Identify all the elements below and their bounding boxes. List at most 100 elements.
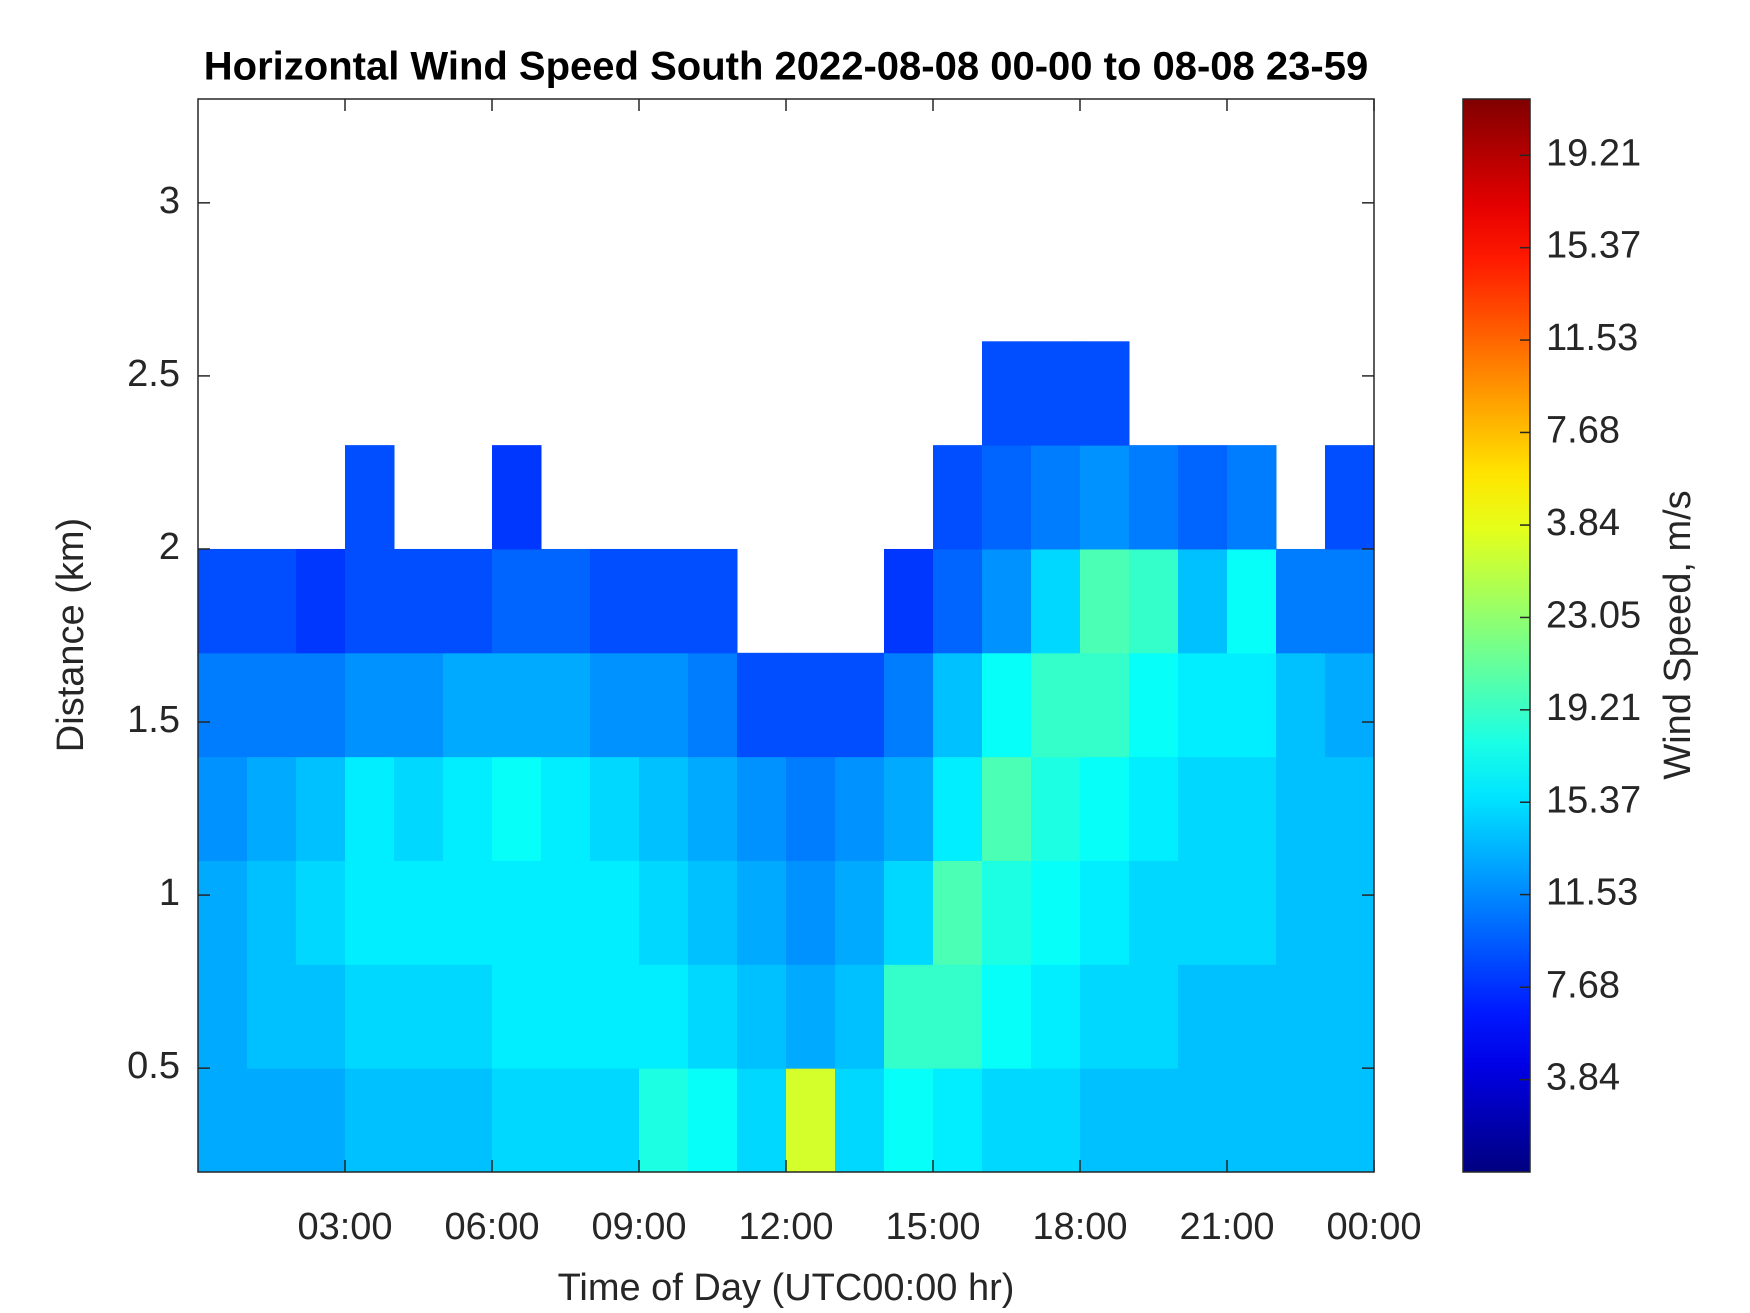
heatmap-cell: [590, 756, 640, 861]
heatmap-cell: [394, 964, 444, 1069]
colorbar-tick-label: 11.53: [1546, 872, 1638, 914]
heatmap-cell: [492, 860, 542, 965]
y-tick-label: 2: [159, 526, 180, 568]
heatmap-cell: [1129, 1068, 1179, 1173]
heatmap-cell: [1325, 1068, 1375, 1173]
heatmap-cell: [933, 445, 983, 550]
heatmap-cell: [345, 652, 395, 758]
heatmap-cell: [982, 341, 1032, 446]
heatmap-cell: [1227, 445, 1277, 550]
heatmap-cell: [345, 445, 395, 550]
x-tick-label: 21:00: [1179, 1206, 1274, 1248]
heatmap-cell: [1276, 756, 1326, 861]
heatmap-cell: [296, 860, 346, 965]
x-tick-label: 12:00: [738, 1206, 833, 1248]
heatmap-cell: [198, 548, 248, 654]
heatmap-cell: [1325, 548, 1375, 654]
heatmap-cell: [247, 1068, 297, 1173]
heatmap-cell: [982, 445, 1032, 550]
heatmap-cell: [1227, 1068, 1277, 1173]
heatmap-cell: [541, 756, 591, 861]
heatmap-cell: [835, 964, 885, 1069]
heatmap-cell: [198, 860, 248, 965]
x-tick-label: 03:00: [297, 1206, 392, 1248]
heatmap-cell: [345, 548, 395, 654]
heatmap-cell: [786, 964, 836, 1069]
heatmap-cell: [198, 652, 248, 758]
heatmap-cell: [639, 964, 689, 1069]
colorbar-tick-label: 19.21: [1546, 687, 1641, 729]
heatmap-cell: [541, 860, 591, 965]
heatmap-cell: [933, 860, 983, 965]
heatmap-cell: [737, 1068, 787, 1173]
x-axis-label: Time of Day (UTC00:00 hr): [558, 1267, 1015, 1309]
heatmap-cell: [737, 964, 787, 1069]
heatmap-cell: [982, 756, 1032, 861]
heatmap-cell: [1129, 756, 1179, 861]
heatmap-cell: [590, 548, 640, 654]
heatmap-cell: [1080, 341, 1130, 446]
heatmap-cell: [737, 860, 787, 965]
heatmap-cell: [688, 548, 738, 654]
y-tick-label: 0.5: [127, 1045, 180, 1087]
heatmap-cell: [443, 652, 493, 758]
chart-title: Horizontal Wind Speed South 2022-08-08 0…: [204, 45, 1368, 89]
y-tick-label: 1: [159, 872, 180, 914]
colorbar-scale: [1462, 98, 1531, 1173]
colorbar-tick-label: 3.84: [1546, 1057, 1620, 1099]
heatmap-cell: [443, 964, 493, 1069]
heatmap-cell: [1129, 445, 1179, 550]
heatmap-cell: [1031, 756, 1081, 861]
heatmap-cell: [1325, 652, 1375, 758]
x-tick-label: 09:00: [591, 1206, 686, 1248]
heatmap-cell: [345, 964, 395, 1069]
heatmap-cell: [492, 445, 542, 550]
heatmap-cell: [443, 548, 493, 654]
heatmap-cell: [884, 860, 934, 965]
heatmap-cell: [345, 860, 395, 965]
y-tick-label: 3: [159, 180, 180, 222]
heatmap-cell: [541, 1068, 591, 1173]
heatmap-cell: [198, 964, 248, 1069]
heatmap-cell: [296, 964, 346, 1069]
colorbar-tick-label: 23.05: [1546, 594, 1641, 636]
heatmap-cell: [296, 756, 346, 861]
heatmap-cell: [345, 1068, 395, 1173]
heatmap-cell: [492, 756, 542, 861]
colorbar-tick-label: 15.37: [1546, 225, 1641, 267]
heatmap-cell: [639, 860, 689, 965]
y-tick-label: 1.5: [127, 699, 180, 741]
heatmap-cell: [247, 756, 297, 861]
heatmap-cell: [198, 1068, 248, 1173]
heatmap-cell: [1080, 445, 1130, 550]
heatmap-cell: [1276, 964, 1326, 1069]
x-tick-label: 15:00: [885, 1206, 980, 1248]
heatmap-cell: [1031, 964, 1081, 1069]
heatmap-cell: [1325, 756, 1375, 861]
heatmap-cell: [1031, 860, 1081, 965]
heatmap-cell: [639, 1068, 689, 1173]
colorbar-tick-label: 7.68: [1546, 964, 1620, 1006]
x-tick-label: 18:00: [1032, 1206, 1127, 1248]
heatmap-cell: [737, 756, 787, 861]
heatmap-cell: [688, 860, 738, 965]
heatmap-cell: [541, 964, 591, 1069]
heatmap-cell: [884, 1068, 934, 1173]
heatmap-cell: [1080, 860, 1130, 965]
heatmap-cell: [1129, 860, 1179, 965]
heatmap-cell: [1129, 964, 1179, 1069]
heatmap-cell: [786, 652, 836, 758]
heatmap-cell: [590, 1068, 640, 1173]
heatmap-cell: [933, 964, 983, 1069]
heatmap-cell: [541, 548, 591, 654]
heatmap-cell: [394, 1068, 444, 1173]
heatmap-cell: [884, 964, 934, 1069]
heatmap-cell: [198, 756, 248, 861]
heatmap-cell: [1080, 1068, 1130, 1173]
y-tick-label: 2.5: [127, 353, 180, 395]
heatmap-cell: [786, 860, 836, 965]
heatmap-cell: [1325, 860, 1375, 965]
colorbar-tick-label: 11.53: [1546, 317, 1638, 359]
colorbar-tick-label: 7.68: [1546, 409, 1620, 451]
heatmap-cell: [394, 548, 444, 654]
